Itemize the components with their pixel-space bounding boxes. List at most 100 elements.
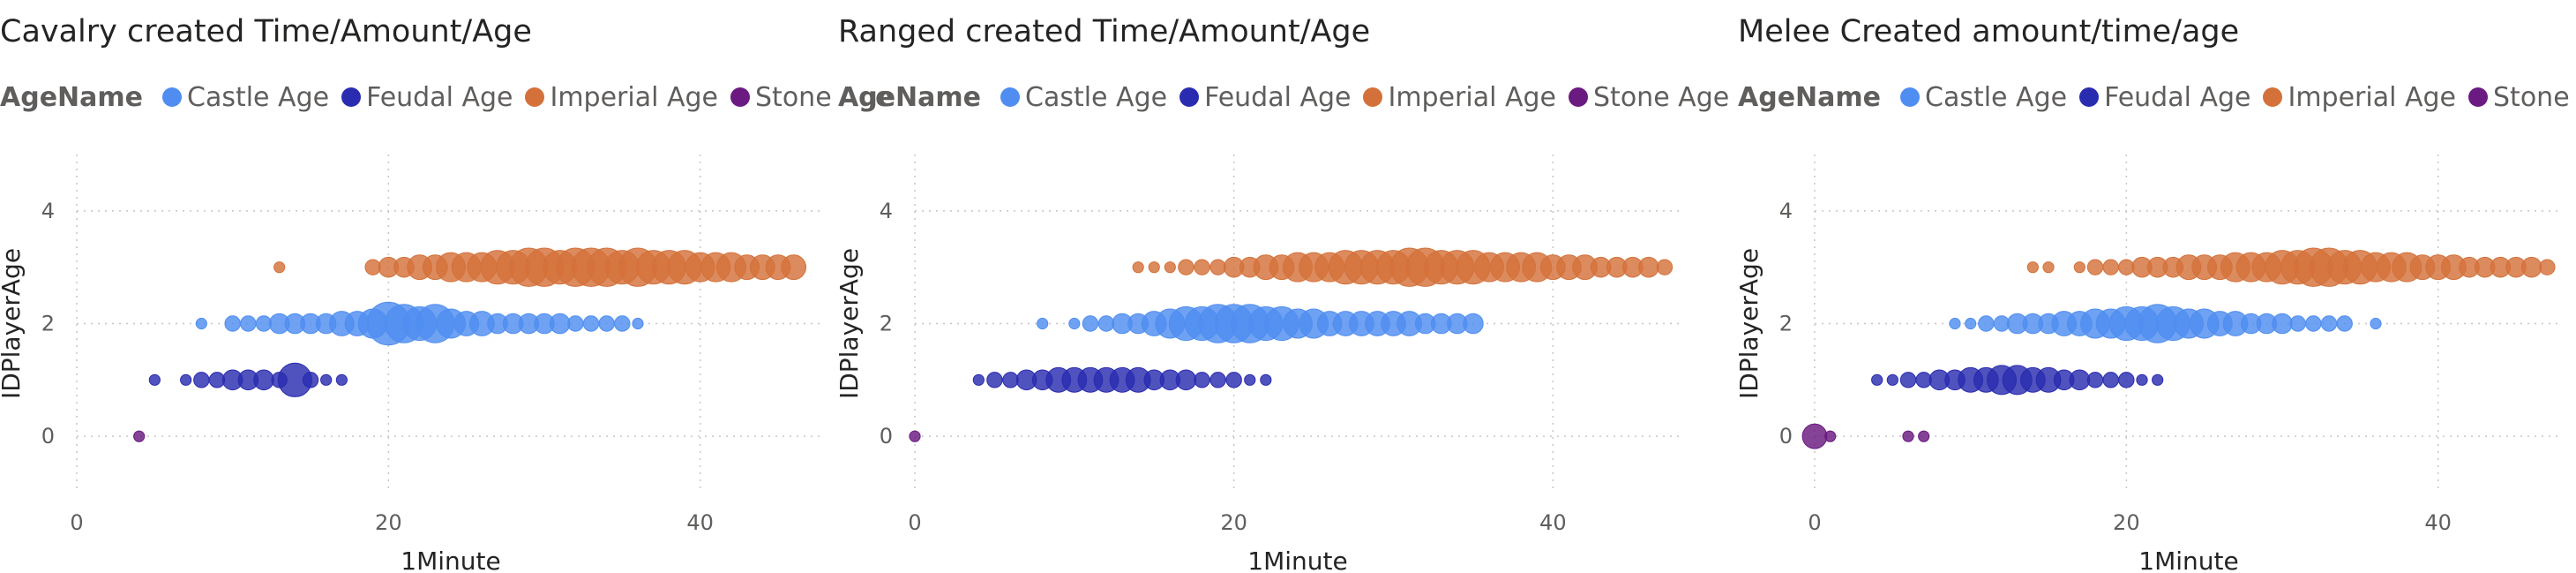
data-point-feudal-age[interactable]: [2069, 369, 2091, 391]
data-point-stone-age[interactable]: [1801, 423, 1828, 449]
data-point-feudal-age[interactable]: [1194, 372, 1210, 388]
legend-title: AgeName: [1738, 81, 1881, 113]
legend-item-castle-age[interactable]: Castle Age: [1000, 82, 1167, 113]
data-point-imperial-age[interactable]: [2086, 259, 2104, 275]
legend-item-feudal-age[interactable]: Feudal Age: [341, 82, 513, 113]
data-point-feudal-age[interactable]: [2136, 373, 2148, 386]
data-point-castle-age[interactable]: [549, 313, 571, 335]
data-point-imperial-age[interactable]: [2102, 259, 2119, 275]
data-point-castle-age[interactable]: [240, 315, 257, 332]
x-tick-label: 0: [70, 510, 83, 535]
legend-item-imperial-age[interactable]: Imperial Age: [525, 82, 718, 113]
data-point-feudal-age[interactable]: [1899, 372, 1917, 388]
data-point-imperial-age[interactable]: [2042, 261, 2055, 274]
legend-item-stone-age[interactable]: Stone Age: [2468, 82, 2576, 113]
legend-item-feudal-age[interactable]: Feudal Age: [1179, 82, 1351, 113]
legend-item-castle-age[interactable]: Castle Age: [1900, 82, 2067, 113]
y-tick-label: 0: [1779, 424, 1793, 449]
data-point-feudal-age[interactable]: [302, 372, 319, 388]
legend-title: AgeName: [838, 81, 981, 113]
data-point-castle-age[interactable]: [1068, 317, 1081, 330]
legend: AgeName Castle Age Feudal Age Imperial A…: [0, 78, 903, 117]
data-point-stone-age[interactable]: [133, 430, 146, 442]
data-point-imperial-age[interactable]: [1656, 259, 1674, 275]
data-point-castle-age[interactable]: [567, 315, 584, 332]
data-point-feudal-age[interactable]: [1175, 369, 1197, 391]
data-point-imperial-age[interactable]: [273, 261, 286, 274]
data-point-imperial-age[interactable]: [1209, 259, 1226, 275]
legend-dot-icon: [2468, 87, 2489, 107]
data-point-castle-age[interactable]: [2272, 313, 2293, 335]
chart-title: Ranged created Time/Amount/Age: [838, 14, 1371, 49]
data-point-feudal-age[interactable]: [335, 373, 348, 386]
data-point-feudal-age[interactable]: [2152, 373, 2164, 386]
data-point-feudal-age[interactable]: [2102, 372, 2119, 388]
x-tick-label: 40: [686, 510, 714, 535]
legend-item-stone-age[interactable]: Stone Age: [730, 82, 891, 113]
data-point-castle-age[interactable]: [1082, 315, 1099, 332]
data-point-castle-age[interactable]: [2305, 315, 2322, 332]
data-point-feudal-age[interactable]: [193, 372, 210, 388]
data-point-feudal-age[interactable]: [320, 373, 333, 386]
legend-item-stone-age[interactable]: Stone Age: [1569, 82, 1729, 113]
data-point-feudal-age[interactable]: [253, 369, 274, 391]
legend-label: Castle Age: [1925, 81, 2068, 113]
data-point-feudal-age[interactable]: [1225, 372, 1242, 388]
data-point-imperial-age[interactable]: [1178, 259, 1194, 275]
data-point-imperial-age[interactable]: [2073, 261, 2086, 274]
data-point-feudal-age[interactable]: [1260, 373, 1272, 386]
data-point-castle-age[interactable]: [614, 315, 631, 332]
data-point-castle-age[interactable]: [1949, 317, 1961, 330]
legend-dot-icon: [1000, 87, 1020, 107]
data-point-stone-age[interactable]: [1918, 430, 1930, 442]
data-point-imperial-age[interactable]: [781, 254, 807, 281]
x-axis-title: 1Minute: [1247, 547, 1347, 573]
data-point-imperial-age[interactable]: [1638, 256, 1659, 278]
data-point-feudal-age[interactable]: [1002, 372, 1019, 388]
data-point-imperial-age[interactable]: [1164, 261, 1176, 274]
data-point-stone-age[interactable]: [909, 430, 921, 442]
data-point-feudal-age[interactable]: [986, 372, 1003, 388]
data-point-castle-age[interactable]: [1097, 315, 1115, 332]
data-point-feudal-age[interactable]: [180, 373, 192, 386]
data-point-feudal-age[interactable]: [1886, 373, 1898, 386]
legend-item-imperial-age[interactable]: Imperial Age: [1363, 82, 1556, 113]
x-tick-label: 0: [908, 510, 921, 535]
data-point-feudal-age[interactable]: [1209, 372, 1226, 388]
data-point-castle-age[interactable]: [2336, 315, 2353, 332]
data-point-feudal-age[interactable]: [148, 373, 161, 386]
data-point-castle-age[interactable]: [2370, 317, 2382, 330]
data-point-castle-age[interactable]: [582, 315, 600, 332]
data-point-castle-age[interactable]: [2289, 315, 2306, 332]
data-point-imperial-age[interactable]: [2520, 256, 2542, 278]
legend-item-castle-age[interactable]: Castle Age: [162, 82, 329, 113]
legend-item-feudal-age[interactable]: Feudal Age: [2079, 82, 2250, 113]
data-point-imperial-age[interactable]: [1132, 261, 1144, 274]
x-tick-label: 20: [2113, 510, 2140, 535]
data-point-castle-age[interactable]: [1037, 317, 1049, 330]
data-point-castle-age[interactable]: [224, 315, 241, 332]
data-point-imperial-age[interactable]: [1194, 259, 1210, 275]
data-point-castle-age[interactable]: [598, 315, 615, 332]
data-point-feudal-age[interactable]: [972, 373, 985, 386]
data-point-imperial-age[interactable]: [2026, 261, 2039, 274]
data-point-feudal-age[interactable]: [1244, 373, 1256, 386]
data-point-castle-age[interactable]: [632, 317, 644, 330]
data-point-imperial-age[interactable]: [2539, 259, 2556, 275]
x-tick-label: 40: [1539, 510, 1567, 535]
data-point-imperial-age[interactable]: [1148, 261, 1160, 274]
data-point-feudal-age[interactable]: [1871, 373, 1883, 386]
legend-item-imperial-age[interactable]: Imperial Age: [2263, 82, 2456, 113]
data-point-castle-age[interactable]: [2320, 315, 2338, 332]
data-point-feudal-age[interactable]: [2086, 372, 2104, 388]
chart-panel-melee: Melee Created amount/time/age AgeName Ca…: [1734, 0, 2576, 573]
data-point-castle-age[interactable]: [1965, 317, 1977, 330]
data-point-castle-age[interactable]: [1978, 315, 1995, 332]
data-point-castle-age[interactable]: [195, 317, 207, 330]
chart-panel-cavalry: Cavalry created Time/Amount/Age AgeName …: [0, 0, 891, 573]
data-point-stone-age[interactable]: [1902, 430, 1914, 442]
data-point-feudal-age[interactable]: [2118, 372, 2135, 388]
data-point-castle-age[interactable]: [1463, 313, 1484, 335]
data-point-stone-age[interactable]: [1824, 430, 1837, 442]
